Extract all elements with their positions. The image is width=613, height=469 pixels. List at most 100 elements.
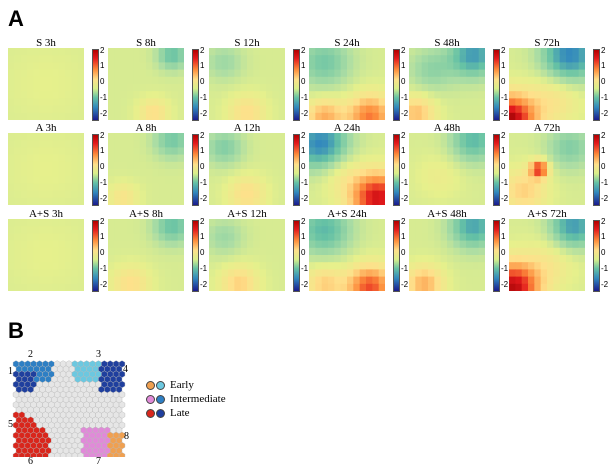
- heatmap-pixel: [71, 69, 79, 78]
- heatmap-pixel: [478, 112, 485, 120]
- heatmap-pixel: [127, 233, 134, 242]
- heatmap-pixel: [409, 226, 416, 234]
- heatmap-pixel: [139, 147, 147, 156]
- heatmap-pixel: [259, 283, 267, 291]
- heatmap-pixel: [328, 226, 335, 234]
- heatmap-pixel: [234, 91, 242, 99]
- heatmap-pixel: [152, 197, 160, 205]
- heatmap-pixel: [158, 55, 166, 63]
- heatmap-pixel: [309, 154, 316, 163]
- heatmap-pixel: [71, 161, 79, 170]
- heatmap-pixel: [578, 112, 585, 120]
- colorbar-tick: -2: [200, 280, 208, 289]
- heatmap-pixel: [14, 161, 22, 170]
- heatmap-pixel: [521, 55, 529, 63]
- heatmap-pixel: [428, 197, 435, 205]
- heatmap-pixel: [272, 276, 280, 285]
- heatmap-pixel: [372, 154, 380, 163]
- heatmap-pixel: [65, 262, 72, 270]
- heatmap-pixel: [321, 140, 329, 148]
- heatmap-pixel: [340, 140, 348, 148]
- heatmap-pixel: [165, 169, 172, 177]
- heatmap-pixel: [240, 226, 248, 234]
- heatmap-pixel: [127, 283, 134, 291]
- heatmap-pixel: [278, 197, 285, 205]
- heatmap-pixel: [58, 48, 66, 56]
- heatmap-pixel: [347, 226, 354, 234]
- heatmap-pixel: [221, 262, 229, 270]
- heatmap-pixel: [14, 262, 22, 270]
- heatmap-pixel: [378, 240, 385, 249]
- heatmap-pixel: [459, 48, 467, 56]
- heatmap-pixel: [572, 197, 580, 205]
- heatmap-pixel: [139, 176, 147, 184]
- heatmap-pixel: [240, 276, 248, 285]
- heatmap-pixel: [139, 169, 147, 177]
- heatmap-pixel: [221, 161, 229, 170]
- heatmap-pixel: [158, 76, 166, 85]
- heatmap-pixel: [534, 140, 542, 148]
- heatmap-pixel: [421, 240, 429, 249]
- colorbar-tick: 0: [601, 77, 606, 86]
- heatmap-pixel: [509, 219, 516, 227]
- heatmap-pixel: [266, 133, 273, 141]
- heatmap-pixel: [340, 240, 348, 249]
- heatmap-pixel: [440, 154, 448, 163]
- heatmap-pixel: [71, 283, 79, 291]
- heatmap-pixel: [566, 276, 573, 285]
- heatmap-pixel: [553, 69, 561, 78]
- heatmap-pixel: [440, 240, 448, 249]
- heatmap-pixel: [240, 112, 248, 120]
- heatmap-pixel: [515, 140, 523, 148]
- heatmap-pixel: [340, 62, 348, 71]
- heatmap-pixel: [58, 262, 66, 270]
- cluster-number-2: 2: [28, 349, 33, 360]
- heatmap-pixel: [152, 269, 160, 278]
- heatmap-pixel: [547, 219, 554, 227]
- heatmap-pixel: [259, 197, 267, 205]
- heatmap-pixel: [27, 98, 34, 107]
- heatmap-pixel: [177, 98, 184, 107]
- heatmap-pixel: [428, 154, 435, 163]
- heatmap-pixel: [434, 169, 442, 177]
- heatmap-pixel: [58, 226, 66, 234]
- heatmap-pixel: [158, 233, 166, 242]
- heatmap-pixel: [547, 112, 554, 120]
- heatmap-pixel: [353, 176, 361, 184]
- heatmap-pixel: [33, 112, 41, 120]
- heatmap-pixel: [547, 91, 554, 99]
- heatmap-pixel: [428, 240, 435, 249]
- heatmap-pixel: [77, 276, 84, 285]
- heatmap-pixel: [315, 140, 323, 148]
- heatmap-pixel: [509, 112, 516, 120]
- heatmap-pixel: [146, 161, 153, 170]
- heatmap-pixel: [547, 269, 554, 278]
- heatmap-pixel: [215, 98, 223, 107]
- heatmap-pixel: [20, 233, 28, 242]
- heatmap-pixel: [39, 247, 47, 256]
- heatmap-pixel: [108, 91, 115, 99]
- colorbar-tick: -1: [401, 264, 409, 273]
- heatmap-pixel: [459, 247, 467, 256]
- heatmap-pixel: [209, 262, 216, 270]
- heatmap-pixel: [209, 255, 216, 263]
- heatmap-pixel: [171, 98, 179, 107]
- heatmap-pixel: [428, 226, 435, 234]
- heatmap-pixel: [209, 233, 216, 242]
- heatmap-pixel: [120, 147, 128, 156]
- heatmap-pixel: [39, 276, 47, 285]
- heatmap-pixel: [447, 48, 454, 56]
- heatmap-pixel: [540, 197, 548, 205]
- heatmap-pixel: [77, 161, 84, 170]
- heatmap-pixel: [559, 48, 567, 56]
- heatmap-pixel: [77, 269, 84, 278]
- heatmap-cell: A+S 8h 2 1 0 -1 -2: [108, 207, 208, 293]
- heatmap-pixel: [171, 133, 179, 141]
- heatmap-pixel: [515, 55, 523, 63]
- heatmap-pixel: [8, 255, 15, 263]
- heatmap-pixel: [120, 276, 128, 285]
- heatmap-pixel: [447, 76, 454, 85]
- heatmap-pixel: [221, 247, 229, 256]
- heatmap-pixel: [247, 262, 254, 270]
- heatmap-pixel: [528, 233, 535, 242]
